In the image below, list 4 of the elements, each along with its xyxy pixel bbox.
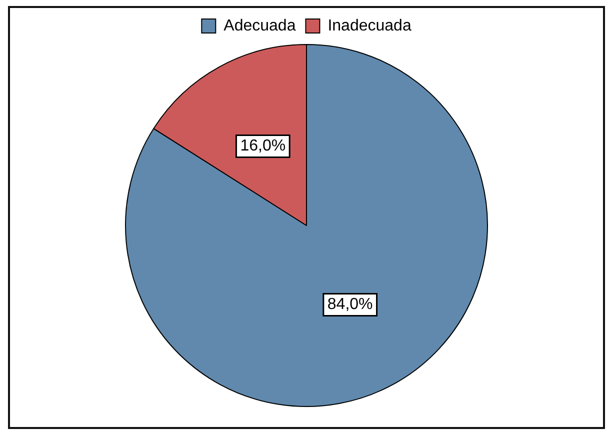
data-label: 16,0% xyxy=(240,138,286,155)
data-label: 84,0% xyxy=(327,296,373,314)
legend-label: Adecuada xyxy=(224,17,296,34)
legend-label: Inadecuada xyxy=(328,17,412,34)
